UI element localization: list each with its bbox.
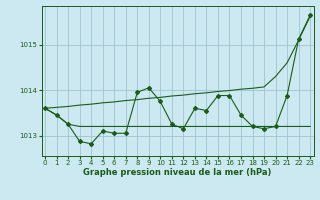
X-axis label: Graphe pression niveau de la mer (hPa): Graphe pression niveau de la mer (hPa) (84, 168, 272, 177)
